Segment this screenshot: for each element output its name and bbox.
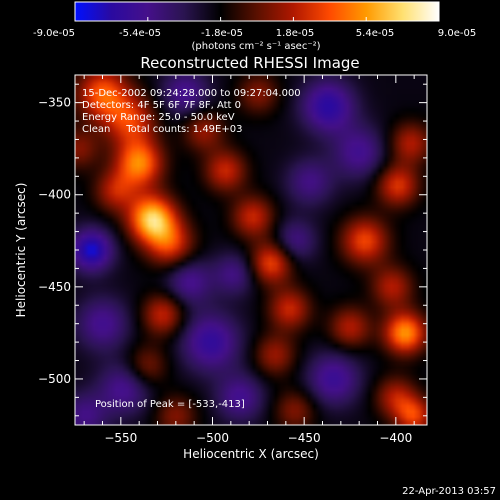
colorbar-tick-label-5: 9.0e-05 (438, 28, 476, 39)
x-tick-label: −550 (104, 431, 137, 445)
y-tick-label: −450 (38, 280, 71, 294)
annotation-detectors: Detectors: 4F 5F 6F 7F 8F, Att 0 (82, 100, 241, 111)
colorbar-tick-label-2: -1.8e-05 (201, 28, 243, 39)
image-title: Reconstructed RHESSI Image (140, 54, 359, 72)
colorbar-tick-label-4: 5.4e-05 (356, 28, 394, 39)
y-tick-label: −350 (38, 96, 71, 110)
annotation-energy: Energy Range: 25.0 - 50.0 keV (82, 112, 235, 123)
axis-ticks (75, 75, 427, 425)
y-tick-label: −400 (38, 188, 71, 202)
annotation-clean: Clean Total counts: 1.49E+03 (82, 124, 242, 135)
x-tick-label: −400 (379, 431, 412, 445)
colorbar-tick-label-3: 1.8e-05 (276, 28, 314, 39)
colorbar-ticks (74, 17, 440, 21)
colorbar (74, 1, 440, 22)
y-axis-title: Heliocentric Y (arcsec) (14, 183, 28, 318)
x-tick-label: −500 (196, 431, 229, 445)
x-axis-title: Heliocentric X (arcsec) (183, 447, 319, 461)
heatmap-image (75, 75, 427, 425)
annotation-peak-position: Position of Peak = [-533,-413] (95, 399, 245, 410)
footer-timestamp: 22-Apr-2013 03:57 (402, 486, 496, 497)
y-tick-label: −500 (38, 372, 71, 386)
colorbar-units: (photons cm⁻² s⁻¹ asec⁻²) (191, 41, 320, 52)
colorbar-tick-label-0: -9.0e-05 (33, 28, 75, 39)
annotation-time-range: 15-Dec-2002 09:24:28.000 to 09:27:04.000 (82, 88, 301, 99)
x-tick-label: −450 (288, 431, 321, 445)
colorbar-tick-label-1: -5.4e-05 (119, 28, 161, 39)
axis-tick-labels: −550 −500 −450 −400 −500 −450 −400 −350 (38, 96, 412, 445)
